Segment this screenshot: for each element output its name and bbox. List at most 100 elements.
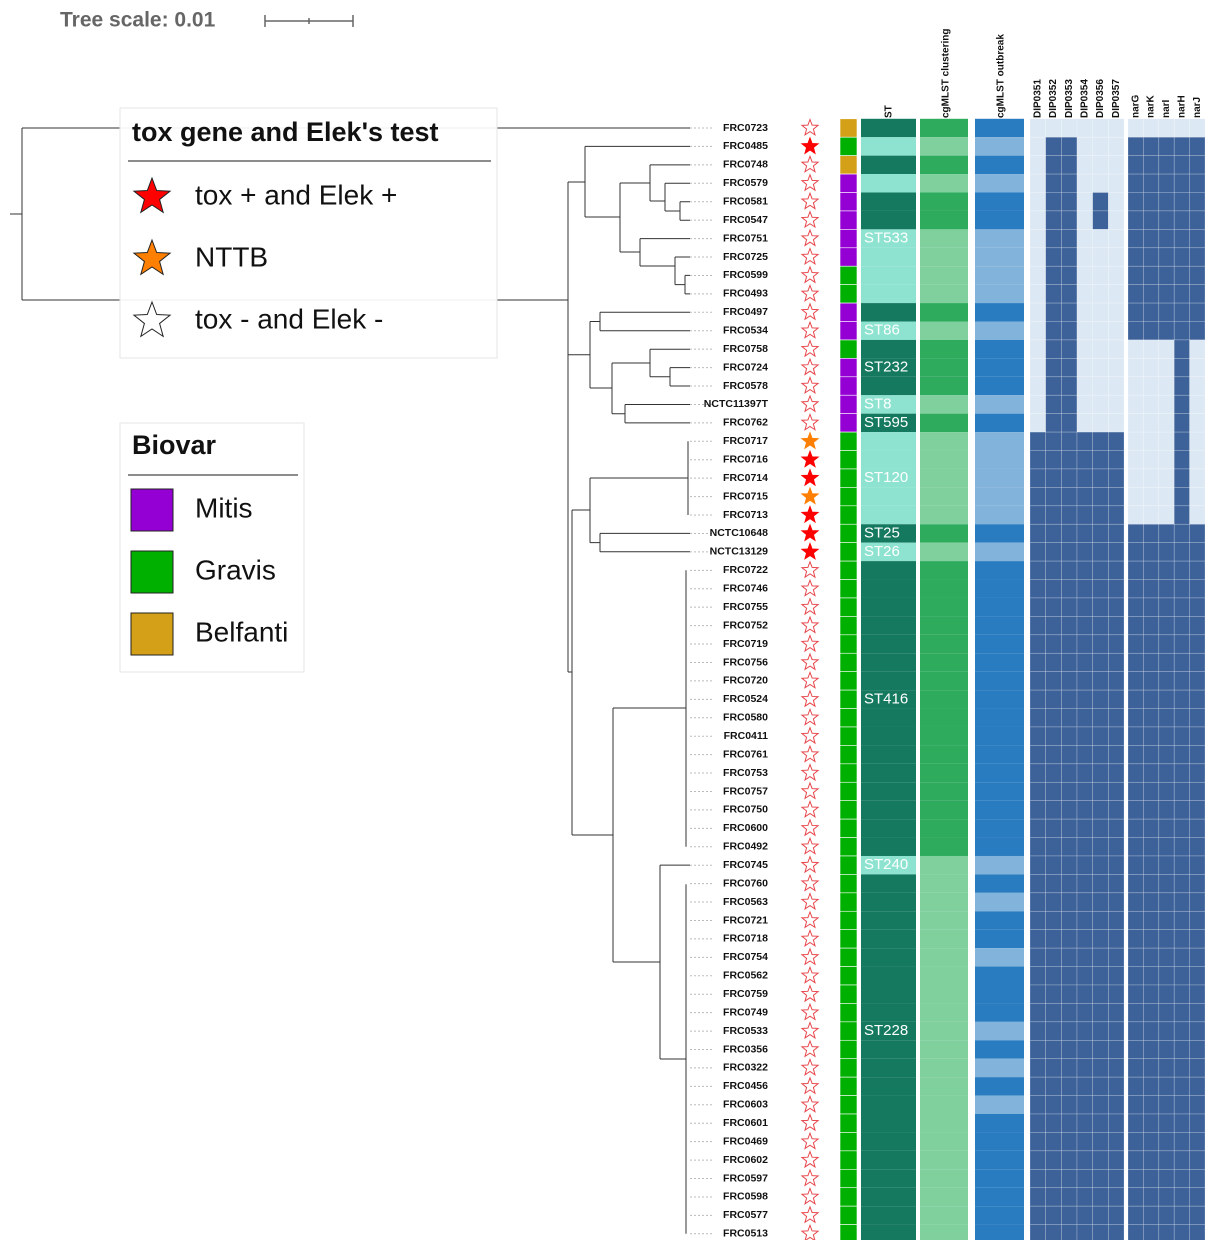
gene-cell bbox=[1092, 1113, 1109, 1133]
gene-cell bbox=[1158, 1150, 1175, 1170]
gene-cell bbox=[1158, 339, 1175, 359]
gene-cell bbox=[1173, 800, 1190, 820]
gene-cell bbox=[1092, 929, 1109, 949]
tree-scale-label: Tree scale: 0.01 bbox=[60, 9, 216, 32]
leaf-label: FRC0751 bbox=[723, 232, 768, 244]
leaf-label: FRC0492 bbox=[723, 841, 768, 853]
gene-cell bbox=[1092, 358, 1109, 378]
gene-cell bbox=[1173, 247, 1190, 267]
gene-cell bbox=[1189, 155, 1206, 175]
gene-cell bbox=[1189, 247, 1206, 267]
gene-cell bbox=[1061, 229, 1078, 249]
gene-cell bbox=[1076, 1039, 1093, 1060]
outbreak-cell bbox=[975, 892, 1024, 912]
gene-cell bbox=[1045, 1076, 1062, 1096]
gene-cell bbox=[1108, 745, 1125, 765]
gene-cell bbox=[1076, 431, 1093, 451]
outbreak-cell bbox=[975, 690, 1024, 709]
cgmlst-cell bbox=[920, 137, 968, 156]
st-cell bbox=[861, 1077, 916, 1096]
gene-cell bbox=[1108, 302, 1125, 322]
gene-cell bbox=[1189, 966, 1206, 986]
outbreak-cell bbox=[975, 1132, 1024, 1151]
gene-cell bbox=[1189, 597, 1206, 617]
gene-cell bbox=[1092, 1076, 1109, 1096]
gene-cell bbox=[1143, 726, 1160, 746]
outbreak-cell bbox=[975, 708, 1024, 727]
gene-cell bbox=[1127, 1224, 1144, 1240]
cgmlst-cell bbox=[920, 542, 968, 562]
gene-cell bbox=[1029, 155, 1046, 175]
cgmlst-cell bbox=[920, 634, 968, 654]
cgmlst-cell bbox=[920, 1132, 968, 1151]
tox-star bbox=[800, 597, 820, 616]
gene-cell bbox=[1076, 1205, 1093, 1225]
gene-cell bbox=[1108, 726, 1125, 746]
gene-cell bbox=[1076, 210, 1093, 230]
outbreak-cell bbox=[975, 948, 1024, 967]
gene-cell bbox=[1045, 394, 1062, 414]
gene-cell bbox=[1127, 1132, 1144, 1152]
gene-cell bbox=[1173, 1187, 1190, 1207]
gene-cell bbox=[1173, 358, 1190, 378]
outbreak-cell bbox=[975, 911, 1024, 930]
gene-cell bbox=[1127, 929, 1144, 949]
gene-cell bbox=[1189, 210, 1206, 230]
cgmlst-cell bbox=[920, 874, 968, 893]
gene-cell bbox=[1143, 1187, 1160, 1207]
gene-cell bbox=[1127, 284, 1144, 304]
gene-cell bbox=[1092, 155, 1109, 175]
gene-cell bbox=[1173, 487, 1190, 507]
biovar-cell bbox=[839, 1224, 858, 1240]
cgmlst-cell bbox=[920, 948, 968, 967]
tox-legend-title: tox gene and Elek's test bbox=[132, 117, 439, 147]
leaf-label: FRC0759 bbox=[723, 988, 768, 1000]
biovar-cell bbox=[839, 247, 858, 267]
biovar-cell bbox=[839, 136, 858, 156]
gene-cell bbox=[1143, 505, 1160, 525]
st-cell bbox=[861, 505, 916, 525]
legend-star bbox=[132, 300, 172, 338]
gene-cell bbox=[1061, 413, 1078, 433]
gene-cell bbox=[1092, 1224, 1109, 1240]
outbreak-cell bbox=[975, 321, 1024, 340]
gene-cell bbox=[1076, 781, 1093, 801]
column-header: DIP0357 bbox=[1111, 79, 1122, 118]
gene-cell bbox=[1108, 1205, 1125, 1225]
gene-cell bbox=[1158, 560, 1175, 580]
gene-cell bbox=[1173, 173, 1190, 193]
leaf-label: FRC0720 bbox=[723, 675, 768, 687]
gene-cell bbox=[1029, 229, 1046, 249]
gene-cell bbox=[1143, 1076, 1160, 1096]
gene-cell bbox=[1029, 616, 1046, 636]
gene-cell bbox=[1029, 118, 1046, 138]
biovar-cell bbox=[839, 284, 858, 304]
gene-cell bbox=[1108, 837, 1125, 857]
gene-cell bbox=[1127, 1058, 1144, 1078]
gene-cell bbox=[1143, 487, 1160, 507]
outbreak-cell bbox=[975, 671, 1024, 691]
biovar-cell bbox=[839, 726, 858, 746]
outbreak-cell bbox=[975, 1058, 1024, 1078]
gene-cell bbox=[1158, 929, 1175, 949]
gene-cell bbox=[1029, 1187, 1046, 1207]
tox-star bbox=[800, 468, 820, 487]
tox-star bbox=[800, 412, 820, 431]
gene-cell bbox=[1076, 616, 1093, 636]
gene-cell bbox=[1061, 745, 1078, 765]
gene-cell bbox=[1061, 855, 1078, 875]
gene-cell bbox=[1173, 118, 1190, 138]
gene-cell bbox=[1127, 818, 1144, 838]
leaf-label: FRC0493 bbox=[723, 288, 768, 300]
outbreak-cell bbox=[975, 1021, 1024, 1041]
gene-cell bbox=[1029, 1168, 1046, 1189]
biovar-cell bbox=[839, 1039, 858, 1060]
gene-cell bbox=[1061, 136, 1078, 156]
cgmlst-cell bbox=[920, 524, 968, 543]
gene-cell bbox=[1092, 984, 1109, 1004]
st-label: ST533 bbox=[864, 230, 908, 247]
gene-cell bbox=[1029, 708, 1046, 728]
tox-star bbox=[800, 523, 820, 542]
gene-cell bbox=[1173, 1168, 1190, 1189]
st-cell bbox=[861, 616, 916, 635]
